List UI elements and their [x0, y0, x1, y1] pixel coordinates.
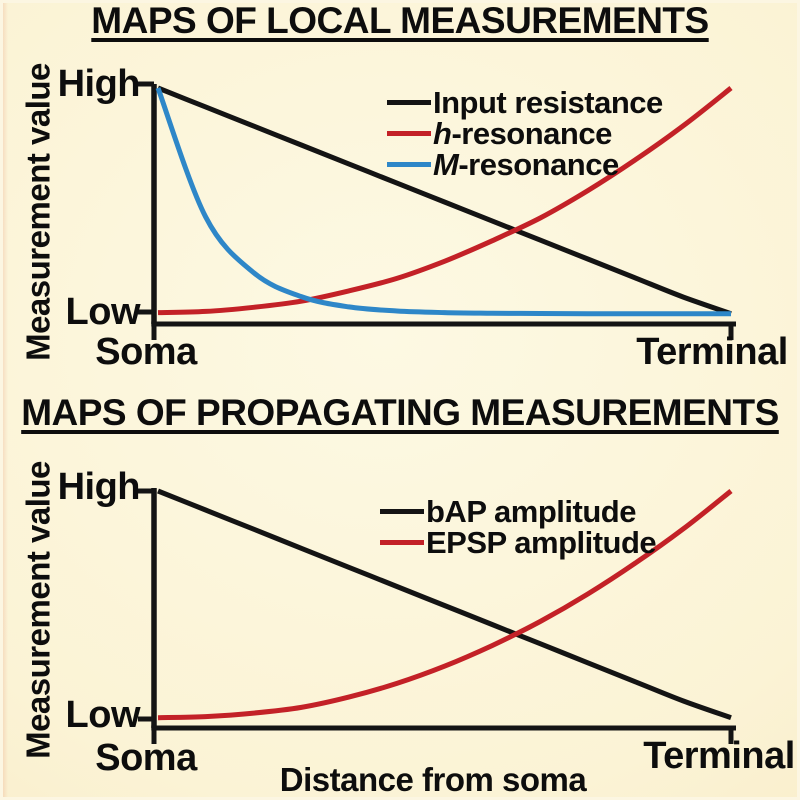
panel2-x-tick-terminal-label: Terminal [643, 735, 795, 777]
legend-label-text: bAP amplitude [426, 494, 636, 529]
series-line-epsp-amplitude [157, 489, 733, 721]
legend-label: Input resistance [433, 87, 663, 118]
legend-label-italic-part: h [433, 116, 452, 151]
panel2-title: MAPS OF PROPAGATING MEASUREMENTS [21, 392, 779, 433]
panel1-x-tick-soma-label: Soma [95, 331, 197, 373]
legend-label-text: -resonance [458, 147, 619, 182]
series-line-h-resonance [157, 86, 733, 316]
panel1-y-tick-low-label: Low [65, 291, 141, 333]
legend-item-h-resonance: h-resonance [387, 118, 663, 149]
legend-label: bAP amplitude [426, 496, 636, 527]
legend-label: M-resonance [433, 149, 619, 180]
legend-item-m-resonance: M-resonance [387, 149, 663, 180]
panel2-legend: bAP amplitude EPSP amplitude [380, 496, 657, 560]
series-line-bap-amplitude [157, 488, 732, 721]
m-resonance-line-swatch [387, 162, 431, 167]
panel2-x-tick-soma-label: Soma [95, 737, 197, 779]
input-resistance-line-swatch [387, 100, 431, 105]
h-resonance-line-swatch [387, 131, 431, 136]
bap-amplitude-line-swatch [380, 509, 424, 514]
panel1-y-tick-high-label: High [57, 63, 141, 105]
legend-item-input-resistance: Input resistance [387, 87, 663, 118]
legend-label-text: EPSP amplitude [426, 525, 657, 560]
legend-item-bap-amplitude: bAP amplitude [380, 496, 656, 527]
legend-label-text: -resonance [451, 116, 612, 151]
legend-label: EPSP amplitude [426, 525, 657, 560]
epsp-amplitude-line-swatch [380, 540, 424, 545]
legend-label-text: Input resistance [433, 85, 663, 120]
panel2-x-axis-label: Distance from soma [279, 761, 587, 798]
panel1-legend: Input resistance h-resonance M-resonance [387, 87, 663, 180]
panel1-x-tick-terminal-label: Terminal [636, 331, 788, 373]
panel1-title: MAPS OF LOCAL MEASUREMENTS [91, 0, 709, 41]
panel2-y-tick-low-label: Low [65, 694, 141, 736]
legend-label-italic-part: M [433, 147, 459, 182]
series-line-input-resistance [157, 85, 732, 317]
legend-item-epsp-amplitude: EPSP amplitude [380, 525, 657, 560]
legend-label: h-resonance [433, 118, 612, 149]
series-line-m-resonance [155, 87, 731, 317]
panel2-y-tick-high-label: High [57, 466, 141, 508]
